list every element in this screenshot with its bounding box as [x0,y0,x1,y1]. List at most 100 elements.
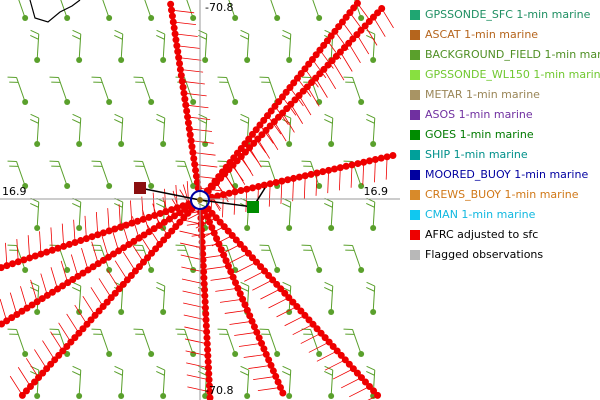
station-dot [64,183,71,189]
track-dot [51,356,59,364]
track-dot [285,294,293,302]
track-dot [286,84,294,92]
track-dot [128,219,136,227]
track-dot [237,187,245,195]
track-barb [191,140,214,144]
station-dot [148,351,155,357]
track-dot [331,27,339,35]
legend-swatch [410,50,420,60]
track-barb [253,376,276,380]
station-dot [190,99,197,105]
track-dot [305,316,313,324]
track-barb [179,230,202,237]
barb-staff [312,0,320,19]
station-dot [244,393,251,399]
wind-barb [156,365,167,399]
track-dot [278,93,286,101]
track-dot [357,26,365,34]
barb-feather [324,203,333,208]
track-dot [39,369,47,377]
track-barb [367,394,378,400]
station-dot [274,351,281,357]
barb-staff [120,34,124,61]
track-dot [203,334,211,342]
track-dot [283,105,291,113]
track-dot [169,18,177,26]
track-dot [91,311,99,319]
barb-feather [30,35,39,40]
wind-barb [91,76,113,105]
track-dot [330,165,338,173]
legend-label: AFRC adjusted to sfc [425,228,538,241]
track-dot [361,378,369,386]
barb-feather [72,287,81,292]
barb-staff [246,370,250,397]
track-dot [246,144,254,152]
barb-feather [240,29,249,35]
track-dot [123,276,131,284]
track-dot [336,164,344,172]
center-dot [197,197,203,203]
track-dot [0,264,5,272]
track-dot [180,214,188,222]
barb-staff [310,329,320,355]
barb-staff [372,286,376,313]
track-dot [227,268,235,276]
track-barb [184,338,208,345]
track-dot [273,280,281,288]
legend-label: ASCAT 1-min marine [425,28,538,41]
track-dot [366,157,374,165]
track-dot [184,119,192,127]
track-dot [203,340,211,348]
track-dot [186,131,194,139]
legend-label: GPSSONDE_SFC 1-min marine [425,8,591,21]
track-barb [356,34,370,55]
wind-barb [114,113,125,147]
track-dot [191,160,199,168]
track-barb [238,342,262,347]
track-dot [201,304,209,312]
track-dot [345,360,353,368]
barb-staff [268,245,278,271]
barb-feather [240,119,249,124]
track-dot [217,246,225,254]
barb-staff [58,77,68,103]
track-dot [178,77,186,85]
track-dot [48,288,56,296]
track-dot [152,245,160,253]
track-barb [183,302,206,309]
track-dot [201,286,209,294]
track-dot [281,289,289,297]
track-dot [299,87,307,95]
track-dot [171,212,179,220]
track-dot [366,382,374,390]
track-barb [349,12,364,32]
track-dot [202,310,210,318]
track-barb [237,152,252,172]
track-barb [327,170,330,194]
track-barb [66,313,80,334]
track-barb [340,377,362,389]
track-dot [365,18,373,26]
track-dot [205,376,213,384]
track-dot [84,266,92,274]
wind-barb [282,29,293,63]
track-dot [370,387,378,395]
wind-barb [91,160,113,189]
track-dot [263,112,271,120]
track-dot [341,356,349,364]
track-barb [187,386,210,393]
barb-feather [366,203,375,208]
barb-feather [240,371,249,376]
track-dot [204,358,212,366]
track-dot [197,208,205,216]
station-dot [76,225,83,231]
track-dot [269,367,277,375]
barb-staff [372,34,376,61]
legend-label: MOORED_BUOY 1-min marine [425,168,588,181]
barb-staff [184,161,194,187]
track-dot [254,135,262,143]
track-barb [40,273,48,296]
track-barb [252,134,267,154]
track-dot [212,214,220,222]
